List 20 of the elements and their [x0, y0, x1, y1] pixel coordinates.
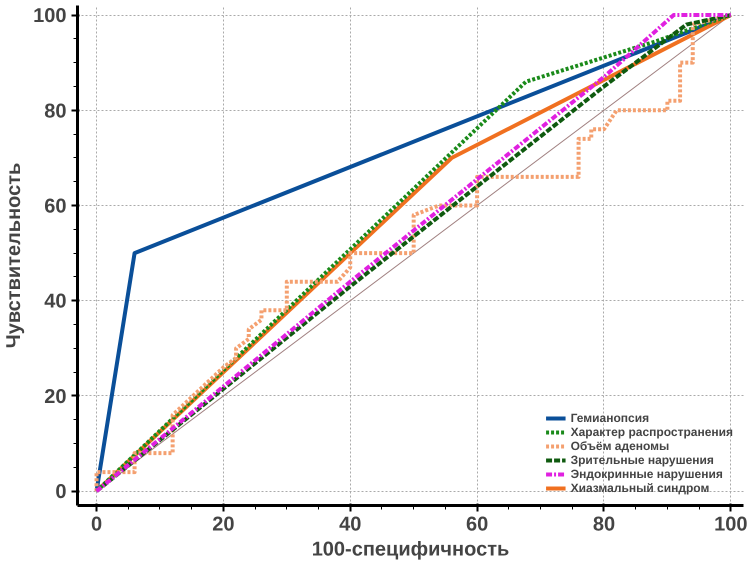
- y-tick-label: 100: [33, 5, 67, 28]
- y-tick-label: 80: [44, 100, 67, 122]
- x-axis-title: 100-специфичность: [312, 538, 510, 560]
- x-tick-label: 0: [90, 514, 102, 536]
- legend-label: Хиазмальный синдром: [570, 481, 710, 495]
- legend-label: Объём аденомы: [570, 439, 670, 453]
- x-tick-label: 100: [714, 514, 748, 536]
- legend-label: Зрительные нарушения: [570, 453, 714, 467]
- legend-label: Гемианопсия: [570, 411, 650, 425]
- y-axis-title: Чувствительность: [3, 162, 26, 348]
- x-tick-label: 80: [592, 514, 616, 536]
- legend-label: Характер распространения: [570, 425, 733, 439]
- x-tick-label: 60: [466, 514, 488, 536]
- legend-label: Эндокринные нарушения: [570, 467, 723, 481]
- x-tick-label: 20: [212, 514, 235, 536]
- y-tick-label: 40: [44, 290, 67, 313]
- y-tick-label: 20: [44, 386, 67, 408]
- x-tick-label: 40: [339, 514, 362, 536]
- y-tick-label: 60: [44, 196, 67, 218]
- y-tick-label: 0: [55, 481, 66, 504]
